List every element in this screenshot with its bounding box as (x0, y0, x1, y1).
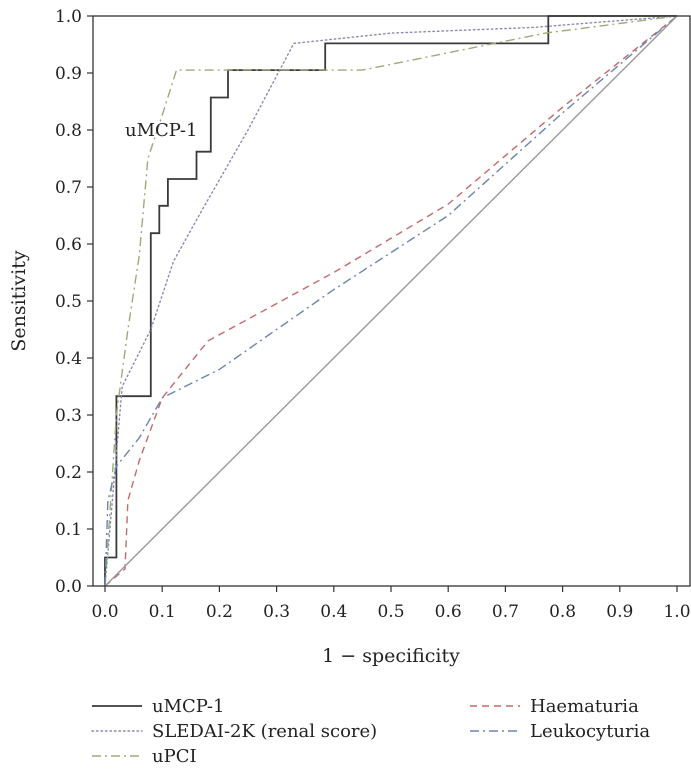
series-line-umcp-1 (104, 15, 677, 586)
x-axis-label: 1 − specificity (322, 645, 460, 667)
legend-label-haematuria: Haematuria (530, 696, 639, 717)
series-line-haematuria (104, 15, 678, 587)
y-tick-label: 0.9 (55, 64, 82, 84)
annotation-umcp1: uMCP-1 (125, 120, 197, 141)
x-axis: 0.0 0.1 0.2 0.3 0.4 0.5 0.6 0.7 0.8 0.9 1.0 (91, 586, 691, 622)
y-tick-label: 1.0 (55, 7, 82, 27)
legend-label-upci: uPCI (152, 746, 197, 767)
legend-label-leukocyturia: Leukocyturia (530, 721, 650, 742)
y-axis: 0.0 0.1 0.2 0.3 0.4 0.5 0.6 0.7 0.8 0.9 1.0 (55, 7, 93, 597)
legend-label-sledai-2k-renal-score: SLEDAI-2K (renal score) (152, 721, 377, 742)
y-tick-label: 0.5 (55, 292, 82, 312)
legend-label-umcp-1: uMCP-1 (152, 696, 224, 717)
series-line-reference-diagonal (104, 15, 678, 587)
x-tick-label: 0.6 (435, 602, 462, 622)
y-tick-label: 0.4 (55, 349, 82, 369)
y-tick-label: 0.3 (55, 406, 82, 426)
y-tick-label: 0.1 (55, 520, 82, 540)
y-tick-label: 0.6 (55, 235, 82, 255)
legend: uMCP-1 SLEDAI-2K (renal score) uPCI Haematu… (91, 696, 650, 767)
y-tick-label: 0.8 (55, 121, 82, 141)
y-axis-label: Sensitivity (8, 250, 30, 351)
x-tick-label: 0.9 (606, 602, 633, 622)
x-tick-label: 0.1 (149, 602, 176, 622)
series-line-sledai-2k-renal-score (104, 15, 678, 587)
x-tick-label: 0.8 (549, 602, 576, 622)
x-tick-label: 0.0 (91, 602, 118, 622)
series-line-leukocyturia (104, 15, 678, 587)
series-line-upci (104, 15, 678, 587)
plot-area (104, 15, 678, 587)
x-tick-label: 0.5 (377, 602, 404, 622)
y-tick-label: 0.0 (55, 577, 82, 597)
x-tick-label: 0.2 (206, 602, 233, 622)
x-tick-label: 0.3 (263, 602, 290, 622)
x-tick-label: 1.0 (663, 602, 690, 622)
y-tick-label: 0.2 (55, 463, 82, 483)
y-tick-label: 0.7 (55, 178, 82, 198)
x-tick-label: 0.4 (320, 602, 347, 622)
x-tick-label: 0.7 (492, 602, 519, 622)
